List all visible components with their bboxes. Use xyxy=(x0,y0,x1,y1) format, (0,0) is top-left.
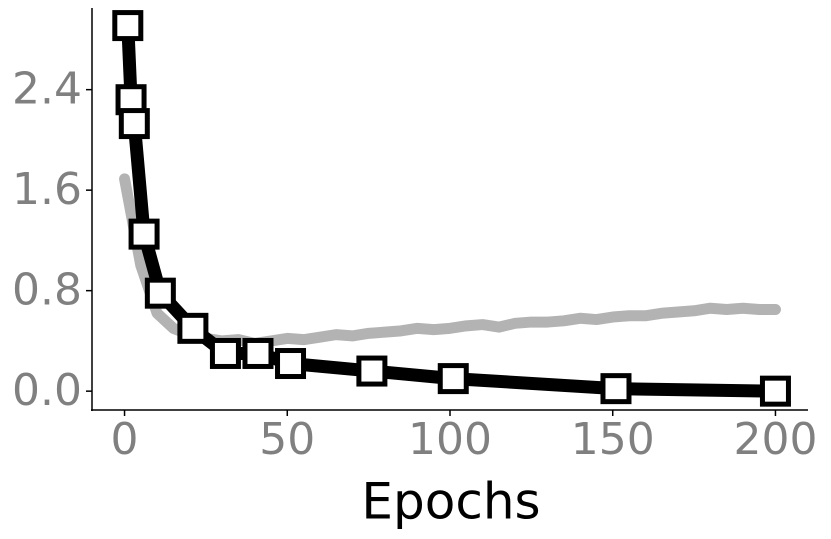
marker xyxy=(600,373,632,405)
marker xyxy=(437,363,469,395)
marker xyxy=(118,108,150,140)
marker xyxy=(209,337,241,369)
x-tick-label: 200 xyxy=(733,414,817,465)
marker xyxy=(112,10,144,42)
x-tick-label: 50 xyxy=(259,414,315,465)
y-tick-label: 0.0 xyxy=(12,365,82,416)
marker xyxy=(128,218,160,250)
marker xyxy=(177,312,209,344)
marker xyxy=(759,375,791,407)
x-tick-label: 100 xyxy=(408,414,492,465)
marker xyxy=(242,337,274,369)
y-tick-label: 2.4 xyxy=(12,64,82,115)
marker xyxy=(144,277,176,309)
series-line xyxy=(119,173,781,349)
y-tick-label: 0.8 xyxy=(12,265,82,316)
x-tick-label: 0 xyxy=(111,414,139,465)
x-tick-label: 150 xyxy=(571,414,655,465)
x-axis-label: Epochs xyxy=(361,473,540,531)
y-tick-label: 1.6 xyxy=(12,164,82,215)
marker xyxy=(356,355,388,387)
marker xyxy=(275,348,307,380)
